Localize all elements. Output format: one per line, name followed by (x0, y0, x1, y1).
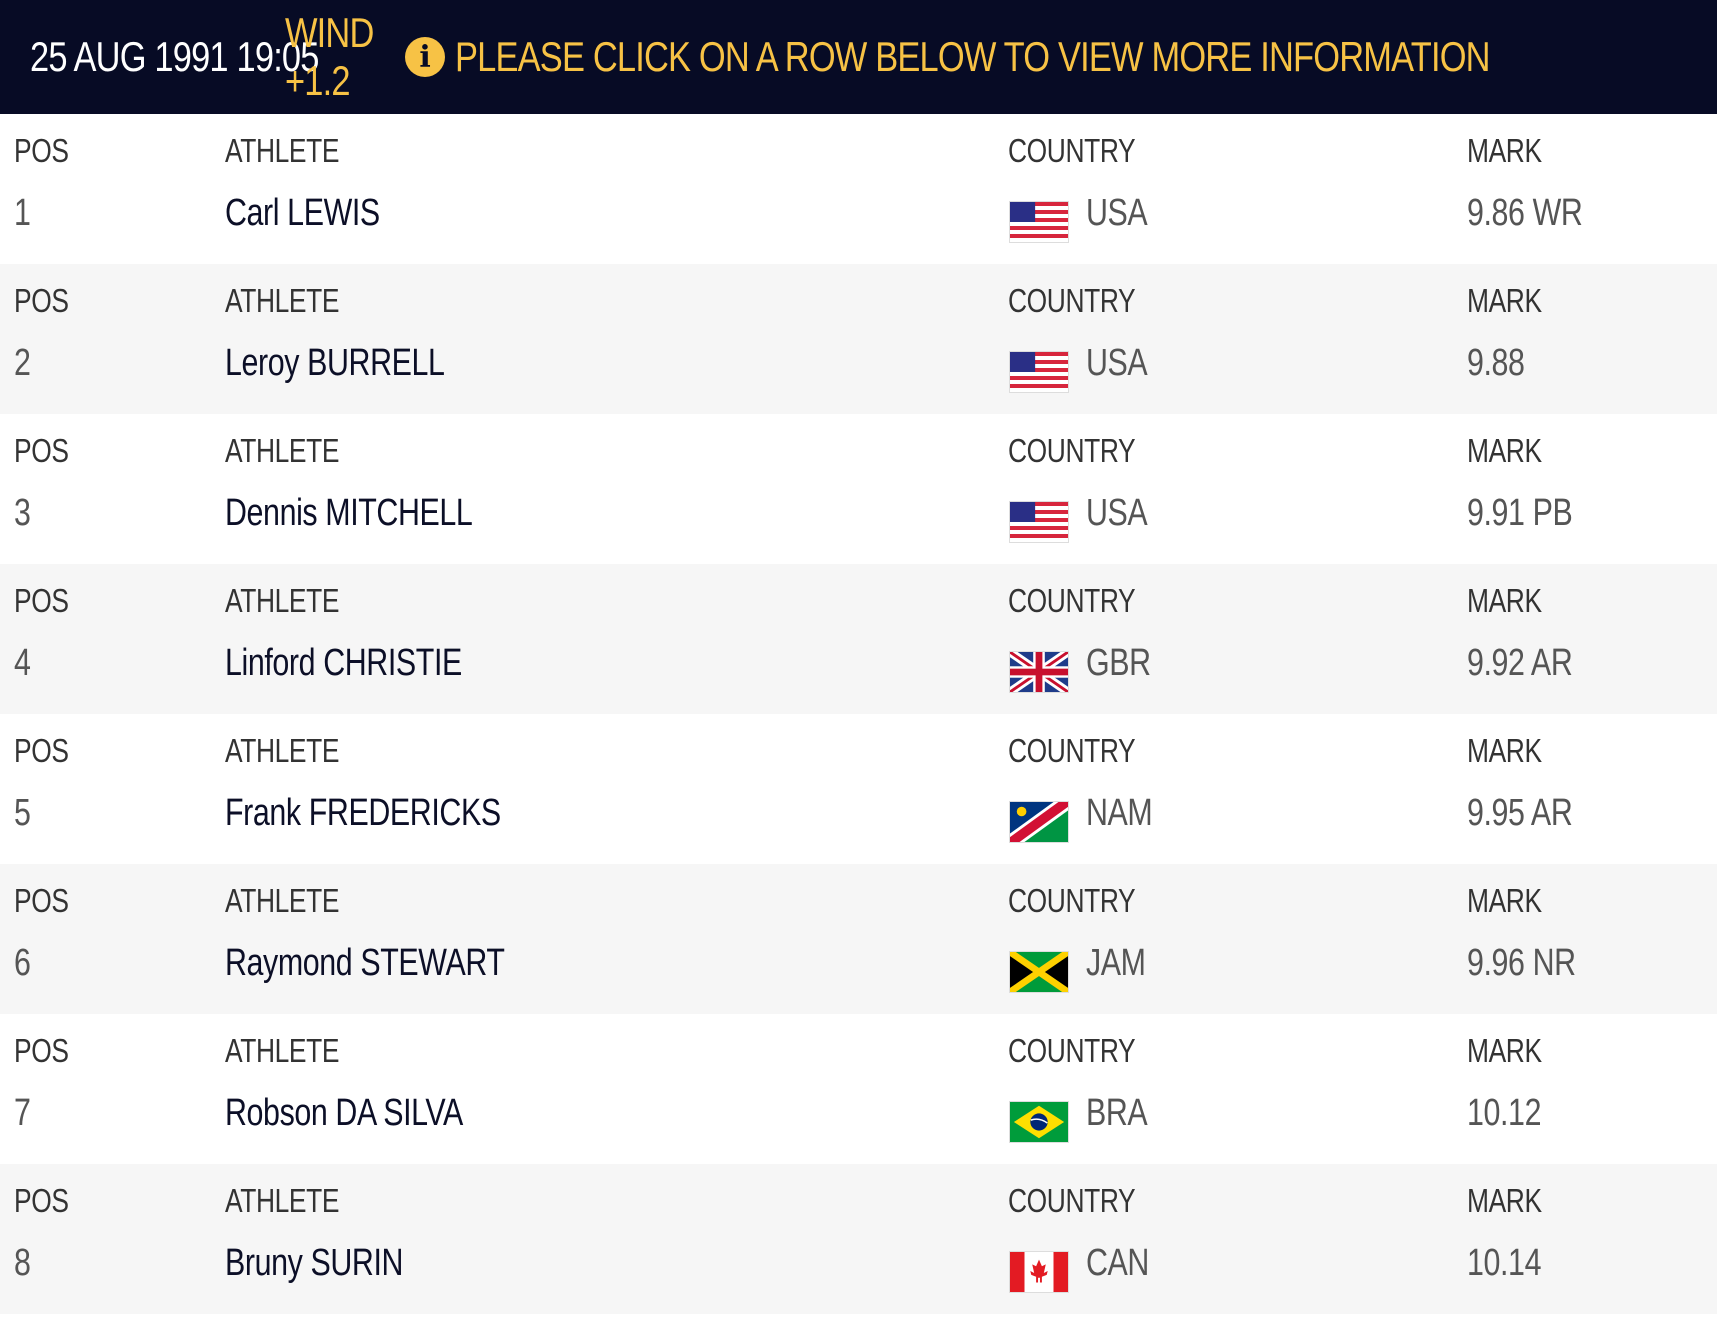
country-label: COUNTRY (1008, 582, 1136, 619)
pos-label: POS (14, 282, 69, 319)
country-label: COUNTRY (1008, 1032, 1136, 1069)
country-label: COUNTRY (1008, 882, 1136, 919)
mark-value: 9.86 WR (1467, 192, 1583, 234)
pos-value: 7 (14, 1092, 31, 1134)
mark-value: 10.12 (1467, 1092, 1542, 1134)
country-label: COUNTRY (1008, 1182, 1136, 1219)
bra-flag-icon (1009, 1101, 1069, 1143)
athlete-name: Linford CHRISTIE (225, 642, 462, 684)
nam-flag-icon (1009, 801, 1069, 843)
mark-value: 9.95 AR (1467, 792, 1573, 834)
pos-value: 6 (14, 942, 31, 984)
result-row[interactable]: POS ATHLETE COUNTRY MARK 2 Leroy BURRELL… (0, 264, 1717, 414)
country-code: GBR (1086, 642, 1151, 684)
results-header: 25 AUG 1991 19:05 WIND +1.2 i PLEASE CLI… (0, 0, 1717, 114)
athlete-label: ATHLETE (225, 882, 340, 919)
usa-flag-icon (1009, 351, 1069, 393)
pos-label: POS (14, 1032, 69, 1069)
athlete-label: ATHLETE (225, 582, 340, 619)
athlete-name: Dennis MITCHELL (225, 492, 473, 534)
mark-value: 10.14 (1467, 1242, 1542, 1284)
result-row[interactable]: POS ATHLETE COUNTRY MARK 8 Bruny SURIN C… (0, 1164, 1717, 1314)
mark-label: MARK (1467, 582, 1542, 619)
mark-label: MARK (1467, 432, 1542, 469)
country-code: CAN (1086, 1242, 1149, 1284)
mark-value: 9.88 (1467, 342, 1525, 384)
athlete-label: ATHLETE (225, 282, 340, 319)
country-label: COUNTRY (1008, 282, 1136, 319)
usa-flag-icon (1009, 201, 1069, 243)
athlete-label: ATHLETE (225, 732, 340, 769)
mark-label: MARK (1467, 282, 1542, 319)
athlete-name: Robson DA SILVA (225, 1092, 463, 1134)
country-code: USA (1086, 192, 1148, 234)
can-flag-icon (1009, 1251, 1069, 1293)
pos-value: 2 (14, 342, 31, 384)
pos-value: 3 (14, 492, 31, 534)
results-list: POS ATHLETE COUNTRY MARK 1 Carl LEWIS US… (0, 114, 1717, 1314)
country-code: USA (1086, 492, 1148, 534)
athlete-name: Raymond STEWART (225, 942, 505, 984)
athlete-label: ATHLETE (225, 1032, 340, 1069)
pos-label: POS (14, 132, 69, 169)
mark-value: 9.96 NR (1467, 942, 1576, 984)
pos-value: 4 (14, 642, 31, 684)
mark-value: 9.92 AR (1467, 642, 1573, 684)
country-code: JAM (1086, 942, 1146, 984)
country-label: COUNTRY (1008, 132, 1136, 169)
country-label: COUNTRY (1008, 432, 1136, 469)
country-code: USA (1086, 342, 1148, 384)
country-code: BRA (1086, 1092, 1148, 1134)
mark-label: MARK (1467, 732, 1542, 769)
result-row[interactable]: POS ATHLETE COUNTRY MARK 7 Robson DA SIL… (0, 1014, 1717, 1164)
result-row[interactable]: POS ATHLETE COUNTRY MARK 5 Frank FREDERI… (0, 714, 1717, 864)
result-row[interactable]: POS ATHLETE COUNTRY MARK 4 Linford CHRIS… (0, 564, 1717, 714)
race-datetime: 25 AUG 1991 19:05 (30, 33, 319, 80)
athlete-label: ATHLETE (225, 432, 340, 469)
gbr-flag-icon (1009, 651, 1069, 693)
pos-label: POS (14, 432, 69, 469)
pos-value: 1 (14, 192, 31, 234)
pos-value: 5 (14, 792, 31, 834)
athlete-name: Leroy BURRELL (225, 342, 445, 384)
pos-label: POS (14, 732, 69, 769)
click-row-notice: PLEASE CLICK ON A ROW BELOW TO VIEW MORE… (455, 33, 1491, 80)
athlete-name: Carl LEWIS (225, 192, 380, 234)
pos-value: 8 (14, 1242, 31, 1284)
country-label: COUNTRY (1008, 732, 1136, 769)
wind-reading: WIND +1.2 (285, 9, 374, 104)
athlete-label: ATHLETE (225, 132, 340, 169)
mark-value: 9.91 PB (1467, 492, 1573, 534)
jam-flag-icon (1009, 951, 1069, 993)
athlete-name: Frank FREDERICKS (225, 792, 501, 834)
result-row[interactable]: POS ATHLETE COUNTRY MARK 6 Raymond STEWA… (0, 864, 1717, 1014)
athlete-label: ATHLETE (225, 1182, 340, 1219)
usa-flag-icon (1009, 501, 1069, 543)
mark-label: MARK (1467, 1182, 1542, 1219)
mark-label: MARK (1467, 1032, 1542, 1069)
pos-label: POS (14, 582, 69, 619)
athlete-name: Bruny SURIN (225, 1242, 404, 1284)
result-row[interactable]: POS ATHLETE COUNTRY MARK 1 Carl LEWIS US… (0, 114, 1717, 264)
mark-label: MARK (1467, 882, 1542, 919)
mark-label: MARK (1467, 132, 1542, 169)
result-row[interactable]: POS ATHLETE COUNTRY MARK 3 Dennis MITCHE… (0, 414, 1717, 564)
info-icon: i (405, 37, 446, 77)
country-code: NAM (1086, 792, 1153, 834)
pos-label: POS (14, 882, 69, 919)
pos-label: POS (14, 1182, 69, 1219)
